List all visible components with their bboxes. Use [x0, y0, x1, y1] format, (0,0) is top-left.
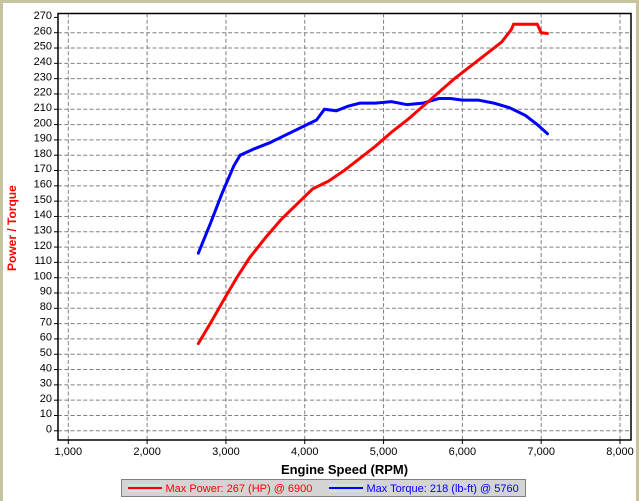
svg-text:130: 130: [34, 224, 52, 236]
svg-text:230: 230: [34, 71, 52, 83]
svg-text:90: 90: [40, 286, 52, 298]
svg-text:2,000: 2,000: [133, 446, 161, 458]
svg-text:70: 70: [40, 316, 52, 328]
svg-text:100: 100: [34, 270, 52, 282]
svg-text:210: 210: [34, 102, 52, 114]
svg-text:160: 160: [34, 179, 52, 191]
svg-text:270: 270: [34, 10, 52, 22]
svg-text:8,000: 8,000: [606, 446, 634, 458]
svg-text:5,000: 5,000: [370, 446, 398, 458]
svg-text:250: 250: [34, 41, 52, 53]
svg-text:1,000: 1,000: [55, 446, 83, 458]
svg-text:200: 200: [34, 117, 52, 129]
svg-text:240: 240: [34, 56, 52, 68]
svg-text:50: 50: [40, 347, 52, 359]
svg-text:6,000: 6,000: [449, 446, 477, 458]
svg-text:80: 80: [40, 301, 52, 313]
svg-text:260: 260: [34, 25, 52, 37]
svg-text:120: 120: [34, 240, 52, 252]
svg-text:3,000: 3,000: [212, 446, 240, 458]
svg-text:30: 30: [40, 378, 52, 390]
svg-text:20: 20: [40, 393, 52, 405]
svg-text:110: 110: [34, 255, 52, 267]
svg-text:40: 40: [40, 362, 52, 374]
svg-text:60: 60: [40, 332, 52, 344]
svg-text:180: 180: [34, 148, 52, 160]
svg-text:140: 140: [34, 209, 52, 221]
svg-text:7,000: 7,000: [527, 446, 555, 458]
svg-text:4,000: 4,000: [291, 446, 319, 458]
svg-text:150: 150: [34, 194, 52, 206]
svg-text:190: 190: [34, 133, 52, 145]
svg-text:170: 170: [34, 163, 52, 175]
svg-text:0: 0: [46, 424, 52, 436]
svg-text:220: 220: [34, 87, 52, 99]
svg-text:10: 10: [40, 408, 52, 420]
